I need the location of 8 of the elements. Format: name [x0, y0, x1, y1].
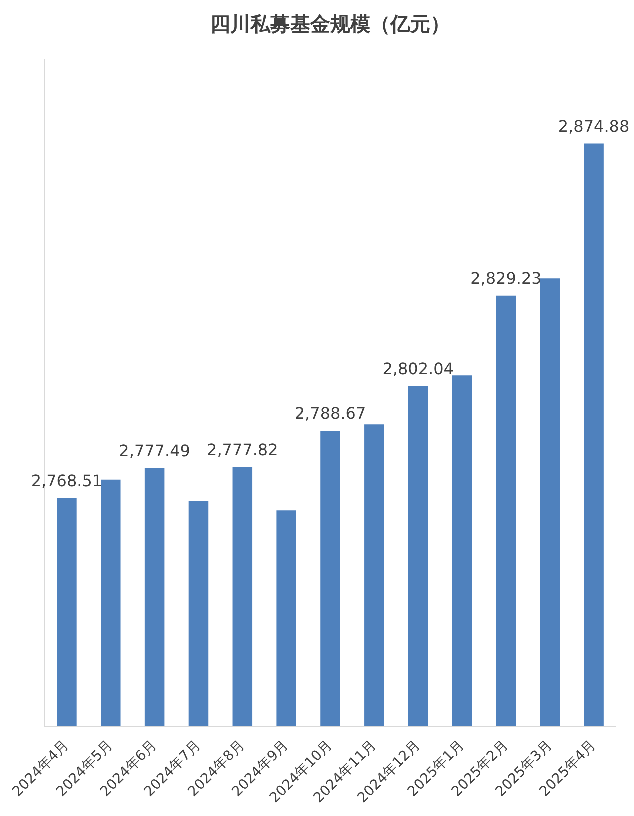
data-label: 2,788.67: [294, 404, 366, 424]
chart-title: 四川私募基金规模（亿元）: [210, 12, 450, 36]
data-label: 2,768.51: [31, 471, 103, 490]
data-label: 2,777.49: [119, 441, 190, 460]
data-label: 2,829.23: [470, 269, 542, 288]
data-label: 2,874.88: [558, 116, 630, 136]
data-label: 2,777.82: [207, 440, 278, 460]
data-label: 2,802.04: [382, 360, 454, 379]
